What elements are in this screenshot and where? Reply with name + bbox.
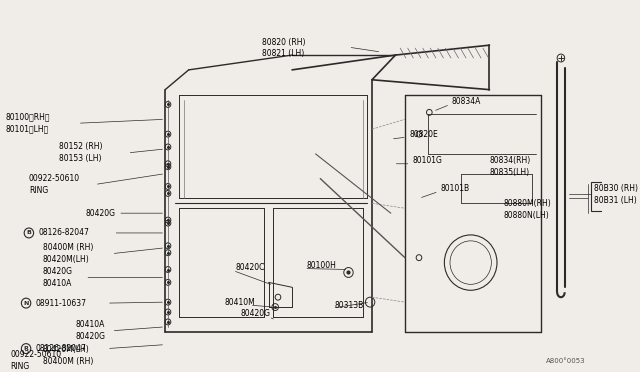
Text: 80153 (LH): 80153 (LH) [59, 154, 102, 163]
Text: 80820 (RH): 80820 (RH) [262, 38, 305, 47]
Text: 00922-50610: 00922-50610 [29, 174, 80, 183]
Text: 80835(LH): 80835(LH) [490, 168, 530, 177]
Text: 80410A: 80410A [43, 279, 72, 288]
Text: 80B31 (LH): 80B31 (LH) [594, 196, 637, 205]
Bar [591, 182, 640, 211]
Text: 80821 (LH): 80821 (LH) [262, 49, 304, 58]
Text: 80420C: 80420C [236, 263, 265, 272]
Text: 80420G: 80420G [85, 209, 115, 218]
Text: 80420M(LH): 80420M(LH) [43, 255, 90, 264]
Text: 00922-50610: 00922-50610 [10, 350, 61, 359]
Text: 80400M (RH): 80400M (RH) [43, 243, 93, 252]
Text: 80834(RH): 80834(RH) [490, 156, 531, 165]
Text: 80B30 (RH): 80B30 (RH) [594, 184, 638, 193]
Text: 80420G: 80420G [241, 310, 270, 318]
Text: 08126-82047: 08126-82047 [35, 344, 86, 353]
Text: RING: RING [10, 362, 29, 371]
Text: 80313B: 80313B [334, 301, 364, 310]
Text: N: N [24, 301, 29, 306]
Text: 80101〈LH〉: 80101〈LH〉 [5, 125, 49, 134]
Text: B: B [26, 230, 31, 235]
Text: 80410M: 80410M [225, 298, 255, 307]
Text: 80880M(RH): 80880M(RH) [504, 199, 551, 208]
Text: 80100H: 80100H [306, 261, 336, 270]
Text: 80100〈RH〉: 80100〈RH〉 [5, 113, 50, 122]
Text: 80834A: 80834A [452, 97, 481, 106]
Text: 80420M(LH): 80420M(LH) [43, 345, 90, 354]
Text: 80400M (RH): 80400M (RH) [43, 357, 93, 366]
Text: 80420G: 80420G [76, 332, 106, 341]
Text: 80820E: 80820E [410, 129, 438, 139]
Text: A800°0053: A800°0053 [546, 359, 586, 365]
Text: 80101G: 80101G [412, 156, 442, 165]
Text: 80101B: 80101B [440, 184, 470, 193]
Text: 80152 (RH): 80152 (RH) [59, 142, 102, 151]
Text: 08126-82047: 08126-82047 [38, 228, 89, 237]
Text: 08911-10637: 08911-10637 [35, 299, 86, 308]
Text: 80410A: 80410A [76, 320, 105, 329]
Text: R: R [24, 346, 29, 351]
Text: 80420G: 80420G [43, 267, 73, 276]
Text: 80880N(LH): 80880N(LH) [504, 211, 549, 219]
Text: RING: RING [29, 186, 48, 195]
